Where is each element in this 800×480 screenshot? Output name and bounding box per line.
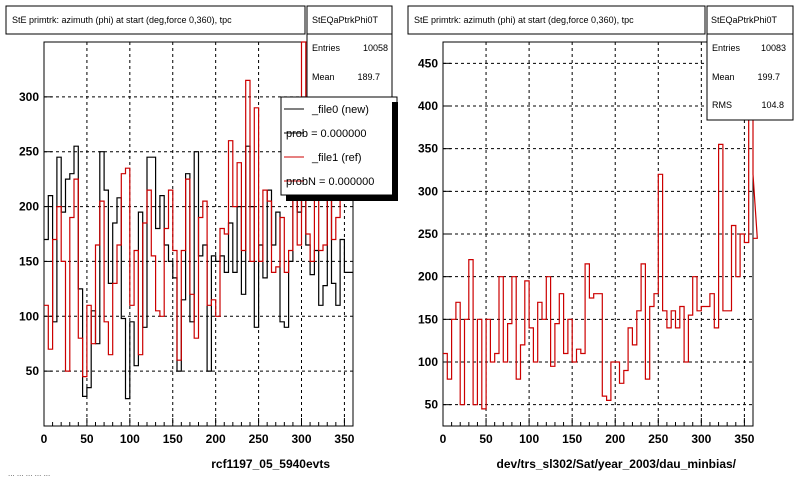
chart-right-xtick-label: 350 xyxy=(734,432,754,446)
chart-right-title-box xyxy=(407,5,706,35)
chart-left-stats-entries-label: Entries xyxy=(312,43,341,53)
chart-right-ytick-label: 100 xyxy=(418,355,438,369)
chart-left-stats-entries: 10058 xyxy=(363,43,388,53)
chart-right-stats-entries-label: Entries xyxy=(712,43,741,53)
chart-left-stats-mean-label: Mean xyxy=(312,72,335,82)
chart-left-ytick-label: 300 xyxy=(19,90,39,104)
chart-right-ytick-label: 200 xyxy=(418,270,438,284)
chart-right-title: StE primtrk: azimuth (phi) at start (deg… xyxy=(414,15,634,25)
chart-right-xtick-label: 150 xyxy=(562,432,582,446)
chart-right-xtick-label: 0 xyxy=(440,432,447,446)
chart-right-xlabel: dev/trs_sl302/Sat/year_2003/dau_minbias/ xyxy=(497,457,737,471)
chart-left-ytick-label: 50 xyxy=(26,364,40,378)
chart-left-stats-box: StEQaPtrkPhi0T Entries 10058 Mean 189.7 xyxy=(306,5,393,99)
chart-left-xlabel: rcf1197_05_5940evts xyxy=(211,457,330,471)
chart-left-title-box xyxy=(5,5,306,35)
legend-label-prob: prob = 0.000000 xyxy=(286,128,366,140)
chart-right-xtick-label: 200 xyxy=(605,432,625,446)
legend-label-file1: _file1 (ref) xyxy=(311,152,362,164)
chart-right-ytick-label: 350 xyxy=(418,142,438,156)
chart-left-title: StE primtrk: azimuth (phi) at start (deg… xyxy=(12,15,232,25)
legend-label-probn: probN = 0.000000 xyxy=(286,176,374,188)
chart-right-xtick-label: 250 xyxy=(648,432,668,446)
chart-left-ytick-label: 200 xyxy=(19,200,39,214)
chart-right-stats-mean: 199.7 xyxy=(757,72,780,82)
chart-right-series-0-line xyxy=(443,101,758,410)
chart-right-stats-box: StEQaPtrkPhi0T Entries 10083 Mean 199.7 … xyxy=(706,5,794,121)
chart-left-xtick-label: 350 xyxy=(334,432,354,446)
chart-right-ytick-label: 450 xyxy=(418,56,438,70)
footer-text: ... ... ... ... ... xyxy=(8,469,50,478)
chart-left-xtick-label: 150 xyxy=(163,432,183,446)
chart-left-series-1-line xyxy=(44,41,353,378)
chart-right-xtick-label: 100 xyxy=(519,432,539,446)
chart-left-ytick-label: 100 xyxy=(19,309,39,323)
chart-left-xtick-label: 50 xyxy=(80,432,94,446)
chart-left-xtick-label: 250 xyxy=(249,432,269,446)
chart-left-ticks: 0 50 100 150 200 250 300 350 50 100 150 200 250 300 xyxy=(19,90,355,446)
chart-left-xtick-label: 0 xyxy=(41,432,48,446)
chart-right-ytick-label: 400 xyxy=(418,99,438,113)
chart-right-ticks: 0 50 100 150 200 250 300 350 50 100 150 200 250 300 35… xyxy=(418,56,755,446)
chart-left-xtick-label: 200 xyxy=(206,432,226,446)
chart-left-series xyxy=(44,41,353,400)
chart-left-xtick-label: 300 xyxy=(291,432,311,446)
chart-right-stats-rms: 104.8 xyxy=(761,100,784,110)
legend-label-file0: _file0 (new) xyxy=(311,104,369,116)
chart-left: 0 50 100 150 200 250 300 350 50 100 150 200 250 300 r… xyxy=(5,5,398,471)
chart-right-series xyxy=(443,101,758,410)
chart-right-stats-rms-label: RMS xyxy=(712,100,732,110)
chart-right-ytick-label: 50 xyxy=(425,398,439,412)
chart-right-ytick-label: 300 xyxy=(418,184,438,198)
chart-right-ytick-label: 150 xyxy=(418,312,438,326)
chart-right-stats-entries: 10083 xyxy=(761,43,786,53)
chart-left-stats-mean: 189.7 xyxy=(357,72,380,82)
chart-left-ytick-label: 150 xyxy=(19,254,39,268)
chart-right: 0 50 100 150 200 250 300 350 50 100 150 200 250 300 35… xyxy=(407,5,794,471)
chart-left-stats-name: StEQaPtrkPhi0T xyxy=(312,15,379,25)
chart-right-ytick-label: 250 xyxy=(418,227,438,241)
chart-right-xtick-label: 50 xyxy=(479,432,493,446)
chart-right-stats-name: StEQaPtrkPhi0T xyxy=(711,15,778,25)
chart-left-ytick-label: 250 xyxy=(19,145,39,159)
chart-left-legend: _file0 (new) prob = 0.000000 _file1 (ref… xyxy=(280,96,398,201)
chart-right-stats-mean-label: Mean xyxy=(712,72,735,82)
chart-right-xtick-label: 300 xyxy=(691,432,711,446)
chart-left-xtick-label: 100 xyxy=(120,432,140,446)
